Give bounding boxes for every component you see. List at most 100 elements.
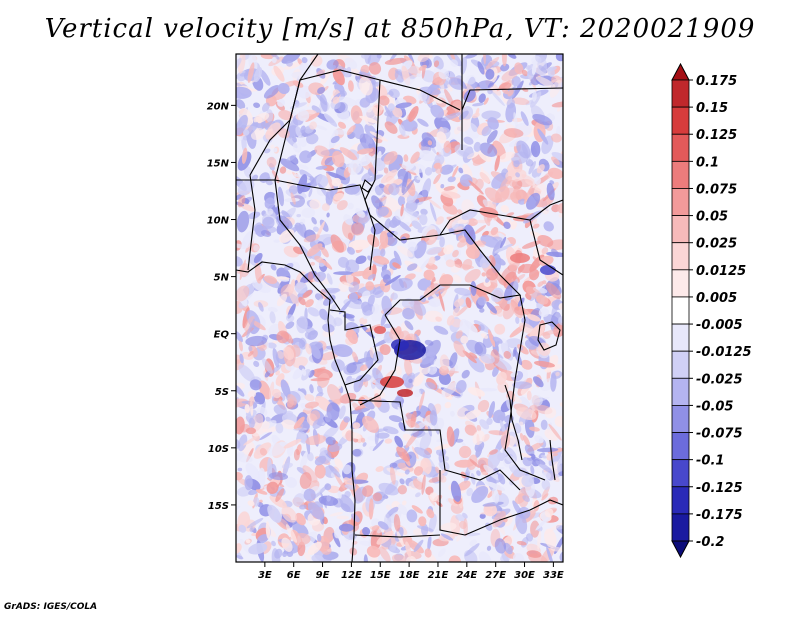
velocity-patch (523, 210, 542, 224)
velocity-patch (299, 451, 309, 471)
velocity-patch (303, 488, 316, 502)
boundary-southsudan-ethiopia (529, 219, 563, 276)
velocity-patch (237, 467, 243, 472)
velocity-patch (326, 212, 330, 218)
velocity-patch (435, 182, 446, 195)
velocity-patch (454, 144, 475, 158)
velocity-patch (267, 442, 286, 457)
lat-tick-label: 15N (207, 158, 230, 169)
longitude-axis: 3E 6E 9E 12E 15E 18E 21E 24E 27E 30E 33E (258, 562, 564, 581)
velocity-patch (434, 154, 445, 166)
colorbar-label: 0.05 (696, 210, 728, 225)
velocity-patch (327, 384, 342, 404)
velocity-patch (549, 79, 562, 98)
velocity-patch (314, 455, 327, 466)
velocity-patch (243, 165, 253, 179)
lake-chad (361, 179, 373, 193)
velocity-patch (317, 86, 326, 95)
velocity-patch (467, 387, 485, 397)
velocity-patch (307, 307, 320, 317)
velocity-patch (371, 195, 383, 210)
velocity-patch (372, 439, 384, 451)
velocity-patch (503, 128, 524, 138)
velocity-patch (271, 364, 282, 374)
velocity-patch (433, 162, 441, 169)
velocity-patch (338, 405, 346, 420)
velocity-patch (244, 404, 251, 414)
velocity-patch (259, 447, 267, 456)
colorbar-label: -0.005 (696, 318, 743, 333)
velocity-patch (300, 125, 306, 134)
velocity-patch (236, 555, 244, 560)
velocity-patch (512, 381, 532, 390)
velocity-patch (260, 230, 272, 237)
velocity-patch (314, 298, 324, 313)
velocity-patch (297, 135, 307, 148)
velocity-patch (447, 84, 453, 92)
velocity-patch (350, 513, 360, 523)
velocity-patch (495, 257, 506, 266)
velocity-patch (340, 503, 351, 513)
velocity-patch (293, 427, 308, 431)
velocity-patch (411, 505, 423, 514)
velocity-patch (275, 276, 290, 280)
velocity-patch (355, 255, 367, 265)
velocity-patch (273, 239, 281, 243)
velocity-patch (419, 432, 432, 451)
velocity-patch (242, 129, 250, 136)
velocity-patch (244, 315, 255, 332)
velocity-patch (372, 255, 390, 265)
velocity-patch (257, 534, 269, 544)
velocity-patch (311, 105, 322, 115)
velocity-patch (525, 286, 543, 300)
velocity-patch (389, 54, 401, 63)
velocity-patch (251, 320, 266, 331)
velocity-patch (333, 317, 343, 327)
velocity-patch (501, 54, 507, 67)
velocity-patch (427, 365, 438, 375)
velocity-patch (374, 290, 384, 299)
velocity-patch (462, 350, 477, 364)
velocity-patch (258, 302, 264, 312)
velocity-patch (506, 212, 515, 217)
velocity-patch (449, 410, 455, 417)
velocity-patch (389, 544, 396, 552)
velocity-patch (267, 342, 277, 349)
velocity-patch (365, 324, 381, 333)
velocity-patch (309, 199, 321, 210)
velocity-patch (408, 105, 419, 122)
velocity-patch (439, 236, 445, 248)
velocity-patch (525, 533, 534, 542)
velocity-patch (315, 165, 328, 170)
velocity-patch (421, 178, 432, 198)
velocity-patch (405, 541, 412, 558)
velocity-patch (350, 105, 363, 124)
colorbar-bin (671, 133, 690, 162)
velocity-patch (486, 417, 493, 425)
velocity-patch (295, 126, 302, 138)
velocity-patch (454, 287, 472, 296)
velocity-patch (275, 488, 285, 502)
velocity-patch (273, 65, 285, 82)
velocity-patch (428, 513, 437, 533)
velocity-patch (369, 347, 375, 359)
velocity-patch (364, 133, 373, 144)
velocity-patch (464, 424, 477, 436)
velocity-patch (285, 524, 298, 543)
velocity-patch (428, 297, 442, 308)
velocity-patch (263, 85, 280, 99)
velocity-patch (384, 275, 401, 286)
velocity-patch (470, 281, 477, 296)
velocity-patch (247, 62, 255, 83)
boundary-drc-uganda (514, 294, 526, 381)
velocity-patch (402, 307, 415, 320)
velocity-patch (308, 188, 313, 198)
velocity-patch (479, 142, 498, 157)
lon-tick-label: 15E (370, 570, 391, 581)
velocity-patch (304, 325, 316, 336)
velocity-patch (433, 97, 443, 104)
colorbar-label: -0.175 (696, 508, 743, 523)
velocity-patch (474, 240, 487, 246)
velocity-patch (490, 287, 504, 303)
velocity-patch (490, 89, 505, 107)
